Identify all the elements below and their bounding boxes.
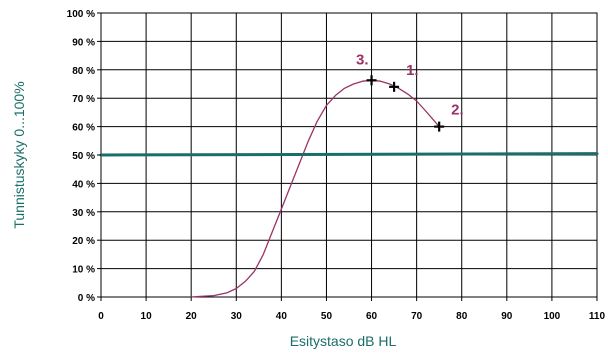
y-tick-label: 70 % [72, 94, 95, 105]
x-tick-label: 110 [589, 311, 606, 322]
y-tick-label: 90 % [72, 37, 95, 48]
y-tick-label: 0 % [78, 293, 95, 304]
point-marker [389, 81, 400, 92]
x-tick-label: 40 [276, 311, 288, 322]
x-tick-label: 70 [411, 311, 423, 322]
x-tick-label: 30 [231, 311, 243, 322]
y-tick-label: 20 % [72, 236, 95, 247]
reference-line-50 [99, 152, 599, 157]
point-label: 2. [451, 102, 464, 119]
y-tick-label: 10 % [72, 265, 95, 276]
x-axis-title: Esitystaso dB HL [290, 333, 397, 349]
y-axis-title: Tunnistuskyky 0...100% [11, 81, 27, 228]
x-tick-label: 90 [501, 311, 513, 322]
point-marker [434, 121, 445, 132]
x-tick-label: 0 [98, 311, 104, 322]
y-tick-label: 40 % [72, 179, 95, 190]
x-tick-label: 80 [456, 311, 468, 322]
y-tick-label: 100 % [67, 9, 95, 20]
x-tick-label: 20 [186, 311, 198, 322]
y-tick-label: 30 % [72, 208, 95, 219]
x-tick-label: 100 [544, 311, 561, 322]
point-label: 1. [406, 62, 419, 79]
point-marker [366, 75, 377, 86]
x-tick-label: 10 [141, 311, 153, 322]
ticks-layer: 0 10 20 30 40 50 60 70 80 90 100 110 0 % 10 % 20 % 30 %… [67, 9, 606, 322]
y-tick-label: 50 % [72, 151, 95, 162]
y-tick-label: 60 % [72, 123, 95, 134]
markers-layer: 3. 1. 2. [356, 51, 464, 132]
y-tick-label: 80 % [72, 66, 95, 77]
x-tick-label: 60 [366, 311, 378, 322]
point-label: 3. [356, 51, 369, 68]
x-tick-label: 50 [321, 311, 333, 322]
